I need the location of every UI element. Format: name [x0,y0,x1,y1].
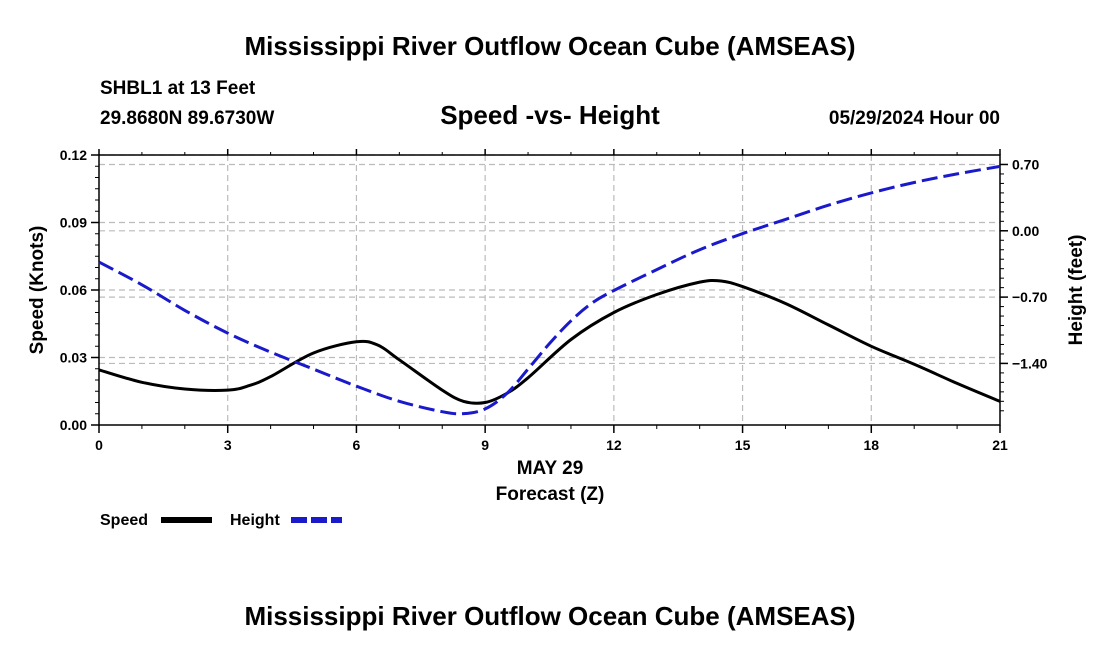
legend-height-label: Height [230,512,280,529]
x-tick-label: 21 [992,437,1008,453]
x-tick-label: 15 [735,437,751,453]
datetime-label: 05/29/2024 Hour 00 [829,108,1000,129]
y-axis-label: Speed (Knots) [27,226,48,355]
x-tick-label: 12 [606,437,622,453]
y-tick-label: 0.03 [60,350,87,366]
tick-labels: 0 3 6 9 12 15 18 21 0.00 0.03 0.06 0.09 0.12 0.70 0.00… [60,147,1048,453]
series-lines [98,164,1001,416]
y2-tick-label: 0.00 [1012,223,1039,239]
main-title: Mississippi River Outflow Ocean Cube (AM… [244,31,855,61]
station-label: SHBL1 at 13 Feet [100,78,256,99]
y-tick-label: 0.00 [60,417,87,433]
coords-label: 29.8680N 89.6730W [100,108,274,129]
plot-frame [98,154,1001,426]
y2-tick-label: −1.40 [1012,355,1048,371]
x-axis-date-label: MAY 29 [517,458,584,479]
y-tick-label: 0.12 [60,147,87,163]
x-axis-label: Forecast (Z) [496,484,605,505]
legend-speed-label: Speed [100,512,148,529]
footer-title: Mississippi River Outflow Ocean Cube (AM… [244,601,855,631]
x-tick-label: 0 [95,437,103,453]
plot-title: Speed -vs- Height [440,100,660,130]
y-tick-label: 0.09 [60,215,87,231]
y2-tick-label: −0.70 [1012,289,1048,305]
x-tick-label: 3 [224,437,232,453]
y2-tick-label: 0.70 [1012,156,1039,172]
x-tick-label: 18 [863,437,879,453]
legend: Speed Height [100,512,342,529]
x-tick-label: 6 [353,437,361,453]
y2-axis-label: Height (feet) [1066,235,1087,346]
y-tick-label: 0.06 [60,282,87,298]
series-line-height [98,164,1001,416]
x-tick-label: 9 [481,437,489,453]
